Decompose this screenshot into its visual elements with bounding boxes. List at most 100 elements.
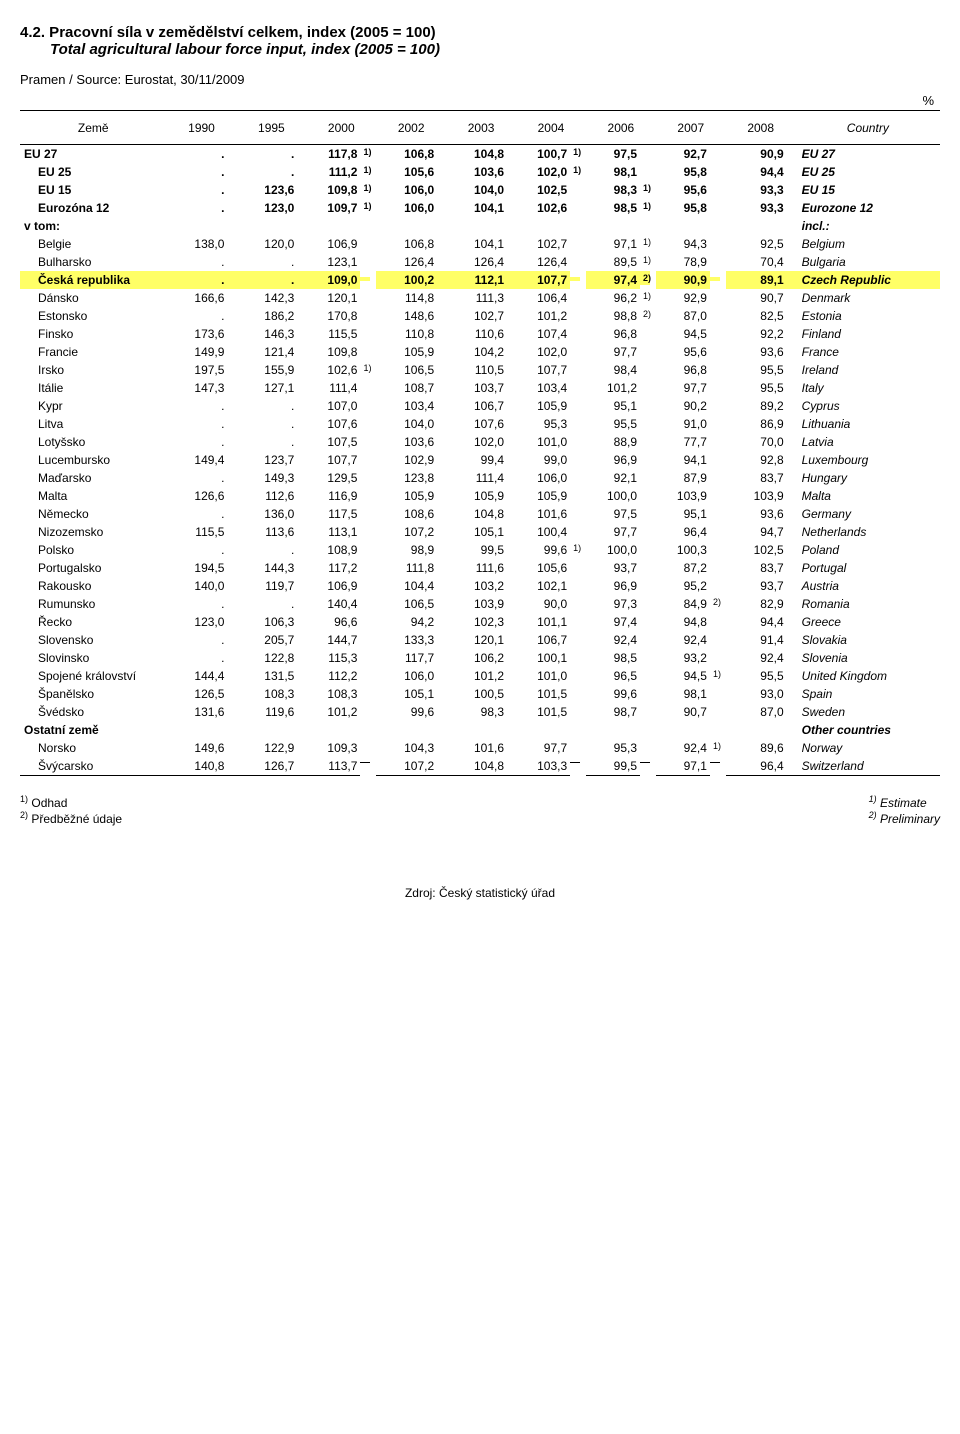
cell-value: 106,4 — [516, 289, 570, 307]
row-name-en: Lithuania — [796, 415, 940, 433]
cell-value: 101,1 — [516, 613, 570, 631]
cell-value: 87,2 — [656, 559, 710, 577]
cell-value — [167, 721, 237, 739]
cell-value: 147,3 — [167, 379, 237, 397]
row-name-cz: Malta — [20, 487, 167, 505]
cell-value: 90,7 — [656, 703, 710, 721]
cell-value — [726, 721, 796, 739]
cell-sup — [570, 745, 580, 749]
cell-sup — [640, 471, 650, 475]
cell-value: 111,6 — [446, 559, 516, 577]
table-row: Spojené království144,4131,5112,2106,010… — [20, 667, 940, 685]
cell-value: . — [167, 595, 237, 613]
row-name-cz: Kypr — [20, 397, 167, 415]
cell-sup — [640, 169, 650, 173]
cell-value: 107,7 — [516, 271, 570, 289]
cell-value: 96,4 — [726, 757, 796, 776]
row-name-en: Spain — [796, 685, 940, 703]
table-row: Itálie147,3127,1111,4108,7103,7103,4101,… — [20, 379, 940, 397]
table-row: Rakousko140,0119,7106,9104,4103,2102,196… — [20, 577, 940, 595]
row-name-cz: Estonsko — [20, 307, 167, 325]
cell-value: . — [167, 469, 237, 487]
cell-value: 84,9 — [656, 595, 710, 613]
table-body: EU 27..117,81)106,8104,8100,71)97,592,79… — [20, 145, 940, 776]
row-name-cz: Belgie — [20, 235, 167, 253]
cell-sup: 1) — [570, 163, 580, 177]
cell-value: 70,4 — [726, 253, 796, 271]
row-name-en: Romania — [796, 595, 940, 613]
row-name-en: Malta — [796, 487, 940, 505]
cell-sup — [570, 417, 580, 421]
cell-value: 105,6 — [516, 559, 570, 577]
cell-sup: 1) — [360, 163, 370, 177]
cell-sup — [360, 399, 370, 403]
cell-value: 94,4 — [726, 163, 796, 181]
cell-sup — [360, 259, 370, 263]
row-name-en: Bulgaria — [796, 253, 940, 271]
cell-sup — [710, 758, 720, 763]
cell-value: 106,7 — [516, 631, 570, 649]
cell-value: 102,3 — [446, 613, 516, 631]
row-name-en: EU 27 — [796, 145, 940, 164]
row-name-cz: Eurozóna 12 — [20, 199, 167, 217]
cell-value: 109,8 — [306, 343, 360, 361]
cell-sup — [640, 327, 650, 331]
cell-value: 94,1 — [656, 451, 710, 469]
cell-value: 92,7 — [656, 145, 710, 164]
cell-value: 121,4 — [236, 343, 306, 361]
table-row: EU 15.123,6109,81)106,0104,0102,598,31)9… — [20, 181, 940, 199]
row-name-cz: Norsko — [20, 739, 167, 757]
cell-value: 111,3 — [446, 289, 516, 307]
cell-sup — [710, 471, 720, 475]
row-name-cz: v tom: — [20, 217, 167, 235]
cell-value: 90,7 — [726, 289, 796, 307]
cell-value: 109,7 — [306, 199, 360, 217]
cell-value: 107,7 — [516, 361, 570, 379]
footnote: 2) Předběžné údaje — [20, 810, 122, 826]
table-row: Česká republika..109,0100,2112,1107,797,… — [20, 271, 940, 289]
table-row: Eurozóna 12.123,0109,71)106,0104,1102,69… — [20, 199, 940, 217]
cell-sup — [570, 187, 580, 191]
cell-sup — [570, 219, 580, 223]
table-row: v tom:incl.: — [20, 217, 940, 235]
table-row: Bulharsko..123,1126,4126,4126,489,51)78,… — [20, 253, 940, 271]
cell-value: 149,3 — [236, 469, 306, 487]
cell-value: 102,7 — [516, 235, 570, 253]
cell-sup — [640, 489, 650, 493]
cell-value: 95,5 — [726, 667, 796, 685]
row-name-en: Cyprus — [796, 397, 940, 415]
cell-value: 109,0 — [306, 271, 360, 289]
title-en: Total agricultural labour force input, i… — [20, 41, 940, 58]
cell-value: 103,9 — [656, 487, 710, 505]
cell-sup — [360, 489, 370, 493]
cell-value: 102,9 — [376, 451, 446, 469]
cell-value: 106,0 — [516, 469, 570, 487]
cell-value: 111,4 — [306, 379, 360, 397]
cell-value: 99,6 — [586, 685, 640, 703]
cell-value — [516, 721, 570, 739]
cell-value: 107,2 — [376, 523, 446, 541]
cell-value: 110,6 — [446, 325, 516, 343]
cell-sup — [570, 277, 580, 281]
cell-value: 92,4 — [586, 631, 640, 649]
cell-value: 96,8 — [656, 361, 710, 379]
cell-sup — [570, 705, 580, 709]
cell-value: 103,3 — [516, 757, 570, 776]
table-row: Nizozemsko115,5113,6113,1107,2105,1100,4… — [20, 523, 940, 541]
cell-value: 98,7 — [586, 703, 640, 721]
cell-value: 95,3 — [516, 415, 570, 433]
row-name-en: Norway — [796, 739, 940, 757]
cell-value: 102,0 — [516, 163, 570, 181]
cell-value: 95,5 — [586, 415, 640, 433]
cell-value: . — [167, 541, 237, 559]
cell-sup — [570, 345, 580, 349]
row-name-en: Latvia — [796, 433, 940, 451]
cell-sup — [710, 313, 720, 317]
cell-value: 91,0 — [656, 415, 710, 433]
cell-sup — [710, 205, 720, 209]
cell-sup — [710, 547, 720, 551]
cell-value: . — [236, 397, 306, 415]
row-name-en: EU 15 — [796, 181, 940, 199]
cell-value: 105,1 — [446, 523, 516, 541]
cell-value: 126,7 — [236, 757, 306, 776]
